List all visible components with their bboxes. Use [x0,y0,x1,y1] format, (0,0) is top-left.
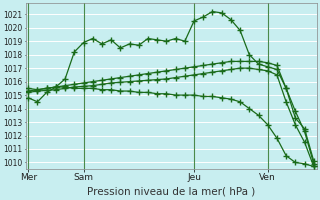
X-axis label: Pression niveau de la mer( hPa ): Pression niveau de la mer( hPa ) [87,187,255,197]
